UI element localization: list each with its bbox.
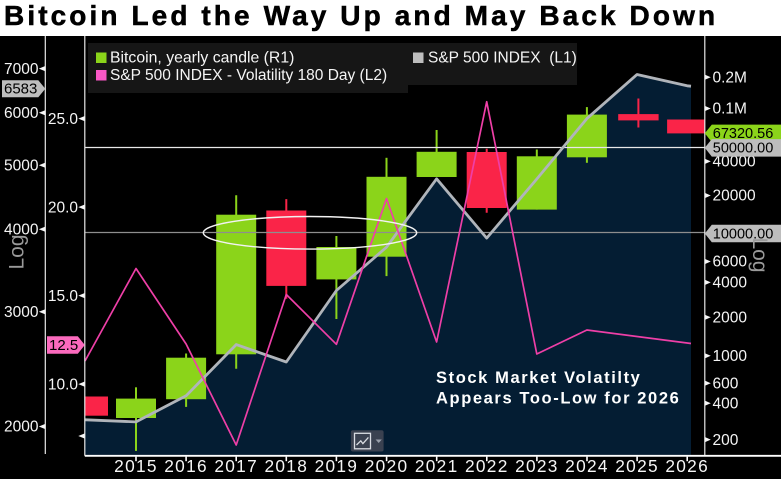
svg-text:3000: 3000: [4, 304, 39, 321]
svg-text:0.1M: 0.1M: [713, 101, 747, 118]
svg-text:10000.00: 10000.00: [713, 226, 773, 242]
svg-text:2000: 2000: [4, 419, 39, 436]
svg-text:400: 400: [713, 395, 739, 412]
svg-text:2025: 2025: [615, 456, 659, 476]
svg-text:20.0: 20.0: [48, 199, 79, 216]
svg-text:2022: 2022: [465, 456, 509, 476]
svg-text:Stock Market Volatilty: Stock Market Volatilty: [436, 369, 641, 387]
svg-text:2019: 2019: [315, 456, 359, 476]
svg-text:50000.00: 50000.00: [713, 141, 773, 157]
svg-text:20000: 20000: [713, 188, 756, 205]
svg-text:25.0: 25.0: [48, 111, 79, 128]
svg-text:10.0: 10.0: [48, 376, 79, 393]
svg-text:2000: 2000: [713, 310, 748, 327]
svg-text:1000: 1000: [713, 348, 748, 365]
svg-text:600: 600: [713, 375, 739, 392]
svg-text:6583: 6583: [4, 81, 37, 98]
svg-text:2016: 2016: [164, 456, 208, 476]
svg-text:6000: 6000: [713, 254, 748, 271]
svg-text:2021: 2021: [415, 456, 459, 476]
svg-text:S&P 500 INDEX - Volatility 180: S&P 500 INDEX - Volatility 180 Day (L2): [110, 67, 387, 84]
svg-text:4000: 4000: [713, 275, 748, 292]
svg-text:2018: 2018: [264, 456, 308, 476]
svg-text:2023: 2023: [515, 456, 559, 476]
svg-text:5000: 5000: [4, 157, 39, 174]
svg-text:4000: 4000: [4, 221, 39, 238]
svg-text:Log: Log: [748, 237, 771, 272]
svg-text:12.5: 12.5: [49, 337, 78, 354]
svg-text:Bitcoin, yearly candle (R1): Bitcoin, yearly candle (R1): [110, 50, 294, 67]
svg-text:2020: 2020: [365, 456, 409, 476]
svg-text:6000: 6000: [4, 105, 39, 122]
svg-text:Log: Log: [6, 234, 29, 269]
svg-text:67320.56: 67320.56: [713, 126, 773, 142]
svg-text:40000: 40000: [713, 154, 756, 171]
svg-text:2015: 2015: [114, 456, 158, 476]
svg-text:2017: 2017: [214, 456, 258, 476]
svg-text:0.2M: 0.2M: [713, 69, 747, 86]
svg-text:7000: 7000: [4, 61, 39, 78]
svg-text:2024: 2024: [565, 456, 609, 476]
svg-text:S&P 500 INDEX (L1): S&P 500 INDEX (L1): [428, 50, 577, 67]
svg-text:2026: 2026: [665, 456, 709, 476]
svg-text:Appears Too-Low for 2026: Appears Too-Low for 2026: [436, 389, 680, 407]
svg-text:15.0: 15.0: [48, 288, 79, 305]
svg-text:200: 200: [713, 432, 739, 449]
